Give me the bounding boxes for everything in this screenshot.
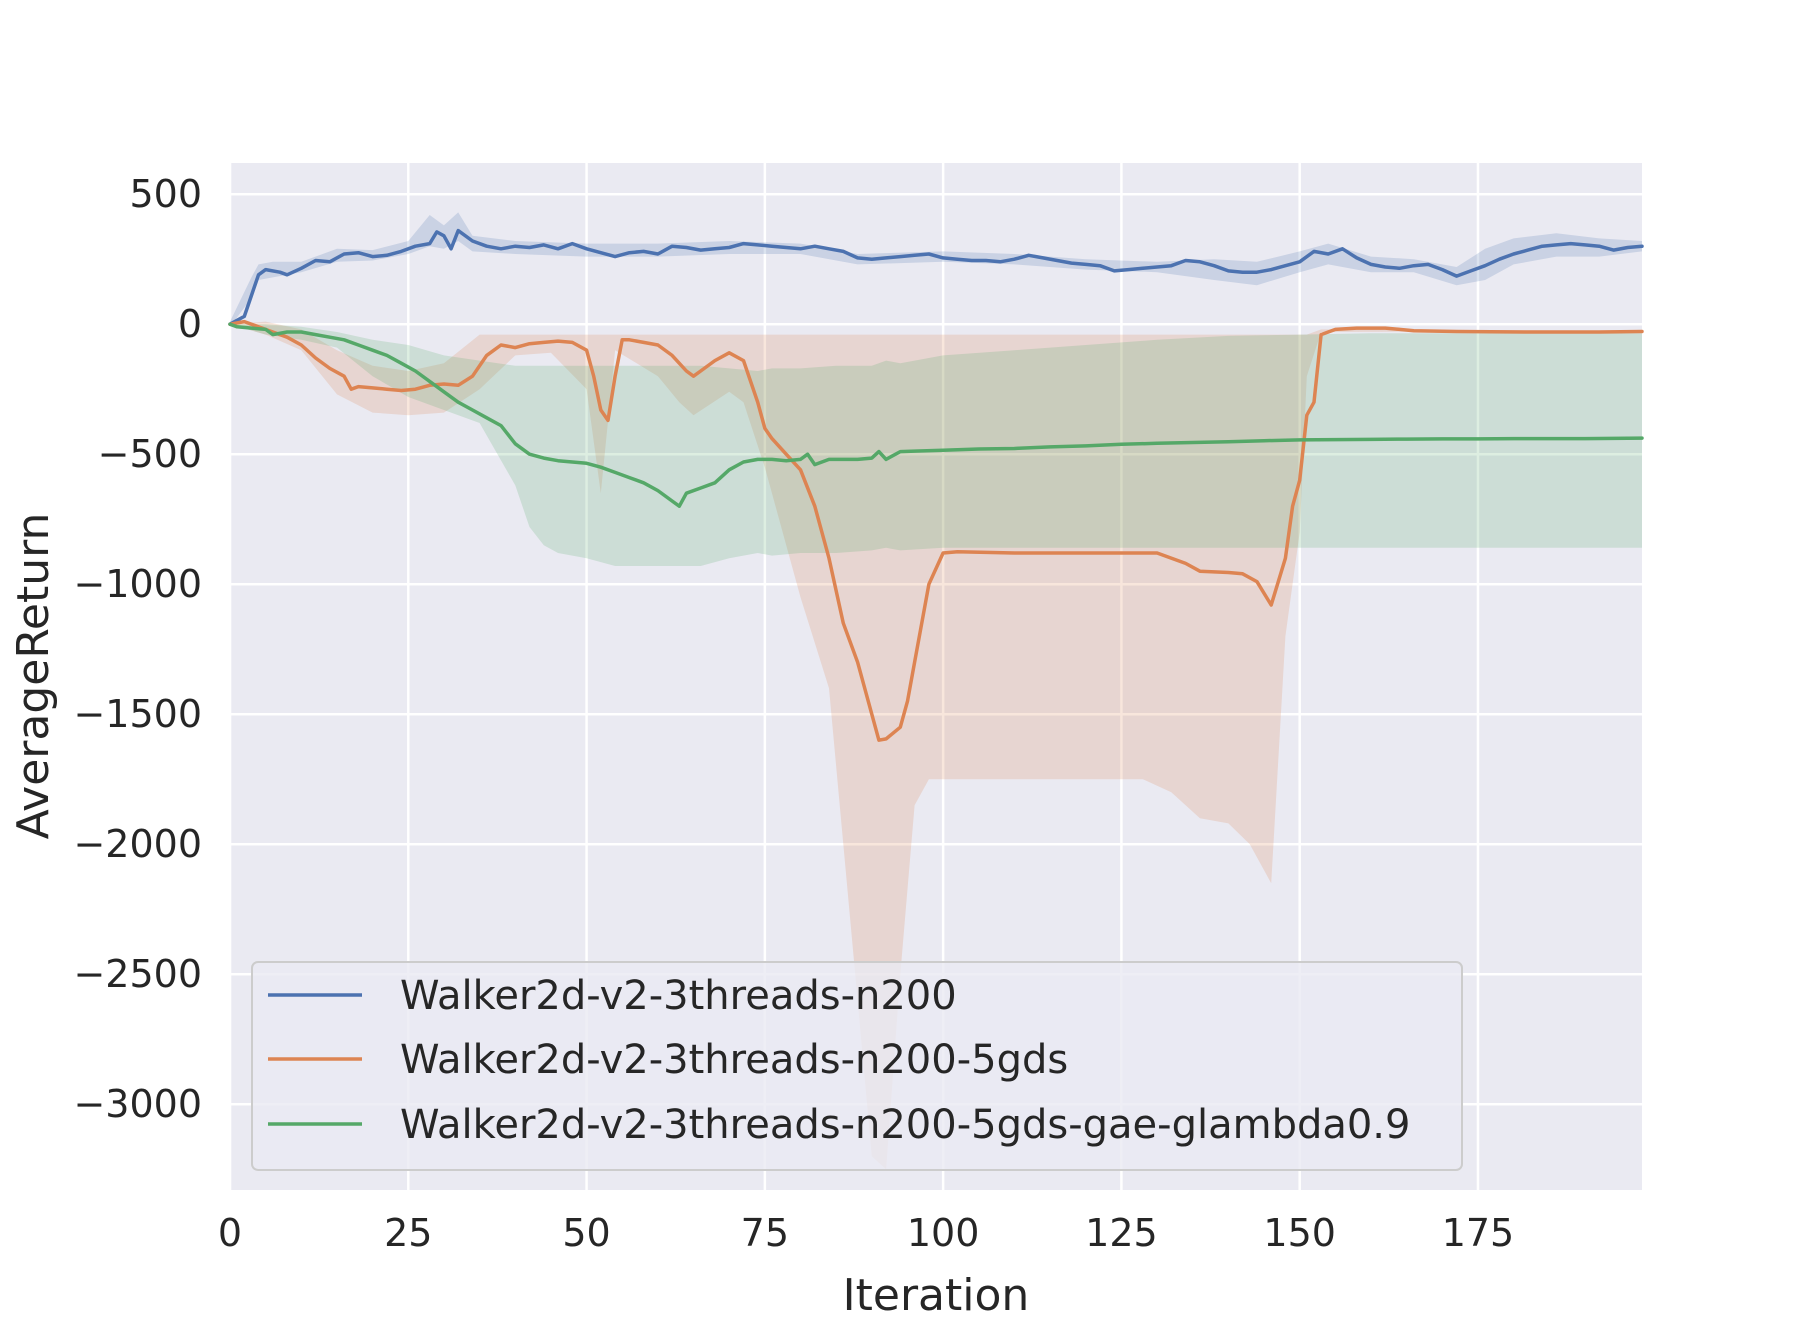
y-tick-label: −500: [98, 432, 202, 476]
x-tick-label: 75: [741, 1211, 789, 1255]
x-tick-label: 150: [1263, 1211, 1336, 1255]
legend-box: [251, 961, 1463, 1171]
x-tick-label: 25: [384, 1211, 432, 1255]
series-line-2: [228, 322, 1644, 508]
series-line-1: [228, 319, 1644, 742]
series-lines: [228, 228, 1644, 742]
series-band-0: [230, 212, 1642, 327]
legend-label-walker2d-n200-5gds: Walker2d-v2-3threads-n200-5gds: [400, 1037, 1068, 1083]
x-tick-label: 0: [218, 1211, 242, 1255]
y-tick-label: −3000: [73, 1082, 202, 1126]
series-line-0: [228, 228, 1644, 326]
x-tick-label: 100: [907, 1211, 980, 1255]
x-tick-label: 50: [562, 1211, 610, 1255]
y-tick-label: −2000: [73, 822, 202, 866]
y-tick-label: −2500: [73, 952, 202, 996]
y-tick-label: 500: [129, 172, 202, 216]
legend: Walker2d-v2-3threads-n200 Walker2d-v2-3t…: [251, 961, 1463, 1171]
x-tick-label: 125: [1085, 1211, 1158, 1255]
y-tick-label: −1500: [73, 692, 202, 736]
series-band-2: [230, 324, 1642, 566]
y-tick-label: −1000: [73, 562, 202, 606]
x-axis-ticks: 0 25 50 75 100 125 150 175: [218, 1211, 1514, 1255]
x-axis-label: Iteration: [843, 1270, 1030, 1321]
y-axis-ticks: 500 0 −500 −1000 −1500 −2000 −2500 −3000: [73, 172, 202, 1126]
legend-label-walker2d-n200-5gds-gae: Walker2d-v2-3threads-n200-5gds-gae-glamb…: [400, 1102, 1410, 1148]
y-axis-label: AverageReturn: [8, 513, 59, 840]
x-tick-label: 175: [1442, 1211, 1515, 1255]
y-tick-label: 0: [178, 302, 202, 346]
legend-label-walker2d-n200: Walker2d-v2-3threads-n200: [400, 973, 957, 1019]
